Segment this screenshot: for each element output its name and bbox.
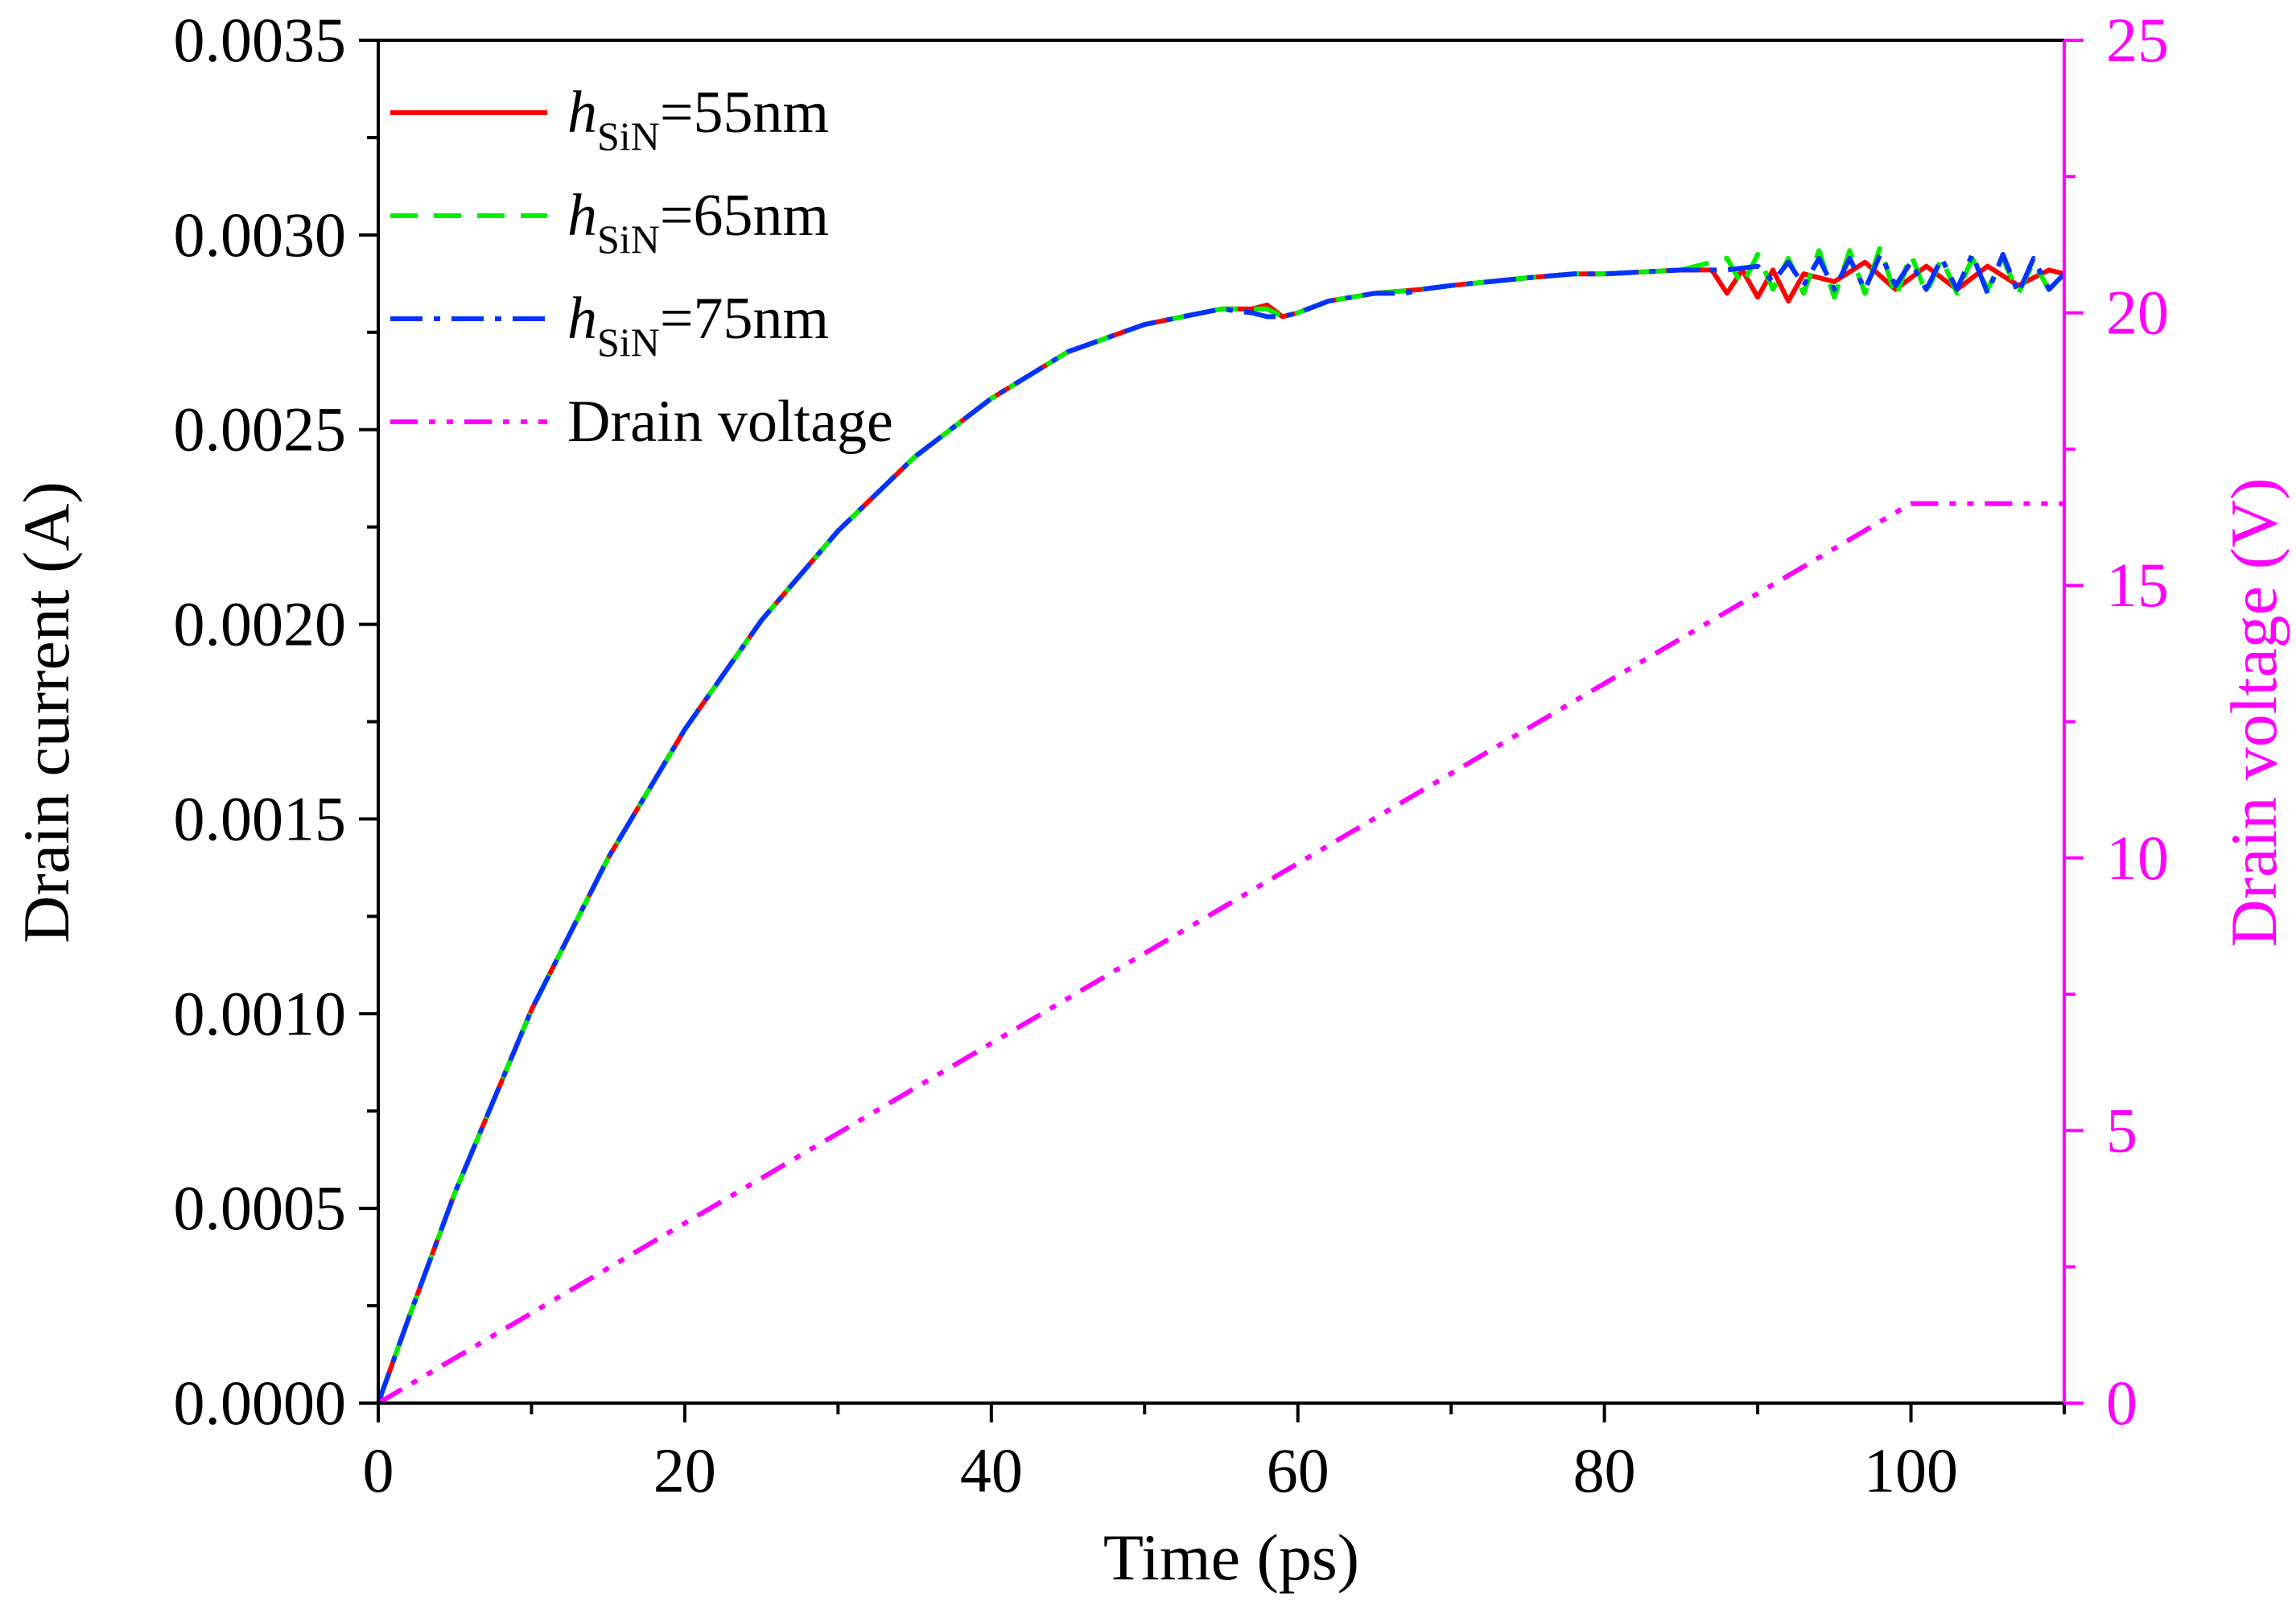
y-left-tick-label: 0.0010 [174,978,347,1048]
y-axis-right-title: Drain voltage (V) [2217,478,2290,947]
x-tick-label: 20 [653,1435,716,1505]
y-left-tick-label: 0.0015 [174,783,347,853]
y-right-tick-label: 0 [2106,1368,2137,1438]
y-left-tick-label: 0.0005 [174,1173,347,1243]
legend-label-4: Drain voltage [567,389,893,455]
y-right-tick-label: 20 [2106,278,2169,348]
x-tick-label: 40 [960,1435,1023,1505]
legend-label-2: hSiN=65nm [567,183,829,262]
x-tick-label: 80 [1573,1435,1636,1505]
x-tick-label: 0 [363,1435,394,1505]
series-line-2 [376,244,2067,1405]
series-line-3 [376,252,2067,1405]
series-layer [376,244,2067,1406]
series-line-4 [377,501,2064,1406]
y-left-tick-label: 0.0020 [174,589,347,659]
y-left-tick-label: 0.0000 [174,1368,347,1438]
x-axis: 0 20 40 60 80 100 [363,1403,2066,1505]
y-axis-right: 0 5 10 15 20 25 [2064,5,2169,1438]
legend-label-1: hSiN=55nm [567,80,829,159]
x-axis-title: Time (ps) [1103,1521,1359,1594]
y-right-tick-label: 15 [2106,550,2169,620]
x-tick-label: 60 [1267,1435,1329,1505]
y-axis-left: 0.0000 0.0005 0.0010 0.0015 0.0020 0.0025 0.00… [174,5,378,1438]
y-right-tick-label: 5 [2106,1095,2137,1165]
legend: hSiN=55nm hSiN=65nm hSiN=75nm Drain voltage [390,80,893,455]
y-left-tick-label: 0.0030 [174,200,347,270]
x-tick-label: 100 [1864,1435,1958,1505]
legend-label-3: hSiN=75nm [567,286,829,365]
y-right-tick-label: 10 [2106,823,2169,893]
y-left-tick-label: 0.0035 [174,5,347,75]
y-left-tick-label: 0.0025 [174,394,347,464]
y-axis-left-title: Drain current (A) [10,481,83,943]
y-right-tick-label: 25 [2106,5,2169,75]
